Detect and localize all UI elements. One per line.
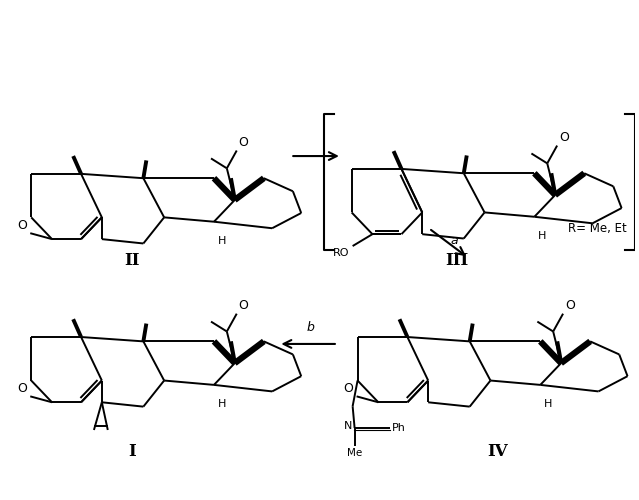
Text: H: H bbox=[544, 398, 553, 408]
Text: Ph: Ph bbox=[392, 423, 406, 433]
Text: RO: RO bbox=[333, 248, 350, 258]
Text: b: b bbox=[306, 321, 314, 334]
Text: O: O bbox=[239, 136, 249, 148]
Text: III: III bbox=[445, 252, 468, 269]
Text: II: II bbox=[125, 252, 140, 269]
Text: H: H bbox=[218, 398, 226, 408]
Text: O: O bbox=[17, 382, 27, 396]
Text: O: O bbox=[344, 382, 353, 396]
Text: Me: Me bbox=[347, 448, 362, 458]
Text: H: H bbox=[538, 230, 547, 240]
Text: O: O bbox=[17, 219, 27, 232]
Text: H: H bbox=[218, 236, 226, 246]
Text: O: O bbox=[239, 298, 249, 312]
Text: N: N bbox=[344, 421, 353, 431]
Text: O: O bbox=[559, 130, 569, 143]
Text: IV: IV bbox=[488, 443, 508, 460]
Text: R= Me, Et: R= Me, Et bbox=[567, 222, 626, 235]
Text: I: I bbox=[128, 443, 136, 460]
Text: O: O bbox=[565, 298, 575, 312]
Text: a: a bbox=[450, 234, 458, 246]
